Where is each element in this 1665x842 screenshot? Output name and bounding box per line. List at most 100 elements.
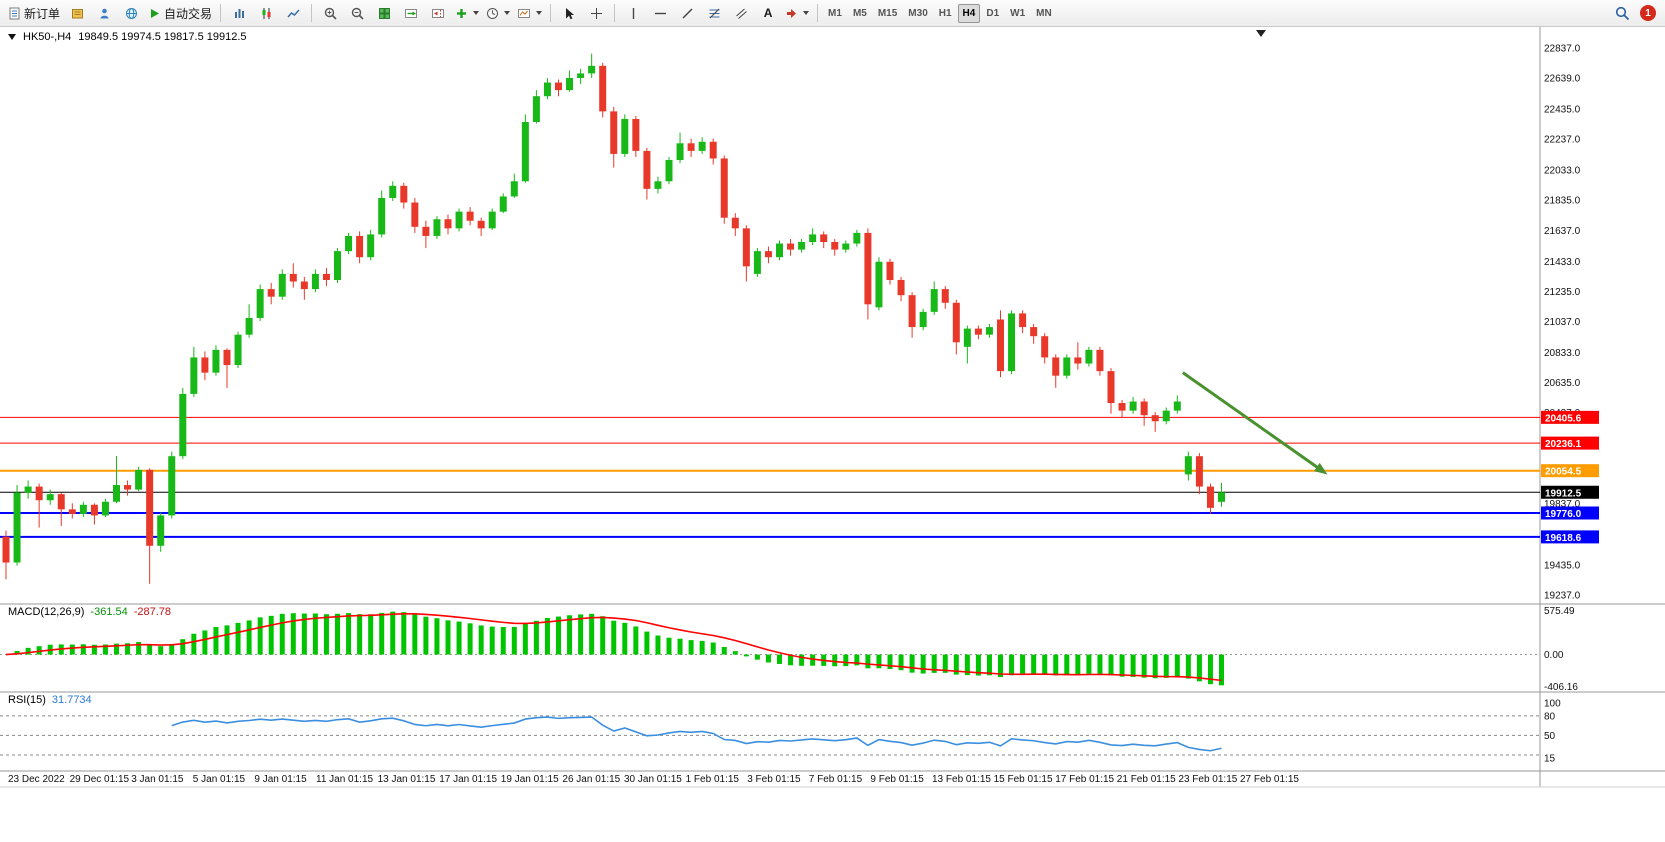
time-axis-label[interactable]: 13 Jan 01:15 [378, 774, 436, 785]
web-terminal-button[interactable] [118, 2, 144, 24]
candle-body [1030, 327, 1038, 337]
time-axis-label[interactable]: 17 Feb 01:15 [1055, 774, 1114, 785]
trend-arrow-line[interactable] [1181, 371, 1322, 472]
time-axis-label[interactable]: 3 Jan 01:15 [131, 774, 184, 785]
candle-body [654, 181, 662, 189]
chevron-down-icon [473, 11, 480, 15]
candle-body [1206, 486, 1214, 508]
candle-body [24, 486, 32, 493]
price-tick-label: 21835.0 [1544, 196, 1581, 207]
candle-body [2, 536, 10, 563]
channel-button[interactable] [728, 2, 754, 24]
candle-body [1107, 371, 1115, 404]
candle-body [1184, 456, 1192, 475]
tile-windows-button[interactable] [371, 2, 397, 24]
fibonacci-button[interactable] [701, 2, 727, 24]
candle-body [809, 234, 817, 243]
timeframe-MN[interactable]: MN [1036, 7, 1052, 19]
chart-shift-icon [432, 8, 445, 18]
trend-arrow-head [1313, 462, 1328, 475]
vertical-line-icon [632, 7, 634, 19]
price-tick-label: 20833.0 [1544, 348, 1581, 359]
line-chart-button[interactable] [280, 2, 306, 24]
timeframe-H1[interactable]: H1 [938, 7, 952, 19]
price-tick-label: 22837.0 [1544, 44, 1581, 55]
time-axis-label[interactable]: 17 Jan 01:15 [439, 774, 497, 785]
time-axis-label[interactable]: 9 Feb 01:15 [870, 774, 924, 785]
time-axis-label[interactable]: 9 Jan 01:15 [254, 774, 307, 785]
time-axis-label[interactable]: 23 Feb 01:15 [1178, 774, 1237, 785]
time-axis-label[interactable]: 11 Jan 01:15 [316, 774, 374, 785]
chart-canvas[interactable]: 22837.0 22639.0 22435.0 22237.0 22033.0 21835… [0, 27, 1665, 842]
horizontal-line-button[interactable] [647, 2, 673, 24]
candle-body [300, 281, 308, 290]
auto-scroll-button[interactable] [398, 2, 424, 24]
time-axis-label[interactable]: 19 Jan 01:15 [501, 774, 559, 785]
new-order-button[interactable]: 新订单 [5, 2, 63, 24]
price-line-badge [1541, 485, 1599, 499]
time-axis-label[interactable]: 21 Feb 01:15 [1117, 774, 1176, 785]
candle-body [1218, 492, 1225, 502]
accounts-button[interactable] [91, 2, 117, 24]
time-axis-label[interactable]: 15 Feb 01:15 [994, 774, 1053, 785]
candle-body [411, 202, 419, 227]
indicators-button[interactable] [452, 2, 482, 24]
chart-shift-button[interactable] [425, 2, 451, 24]
zoom-in-button[interactable] [317, 2, 343, 24]
chart-shift-marker[interactable] [1256, 30, 1266, 37]
timeframe-M5[interactable]: M5 [852, 7, 867, 19]
time-axis-label[interactable]: 5 Jan 01:15 [193, 774, 246, 785]
time-axis-label[interactable]: 29 Dec 01:15 [70, 774, 130, 785]
toolbar-separator [220, 4, 222, 22]
price-tick-label: 21637.0 [1544, 226, 1581, 237]
shapes-button[interactable] [782, 2, 812, 24]
search-button[interactable] [1609, 2, 1635, 24]
trendline-button[interactable] [674, 2, 700, 24]
candle-body [555, 82, 562, 91]
timeframe-M1[interactable]: M1 [828, 7, 842, 19]
price-line-badge-label: 19776.0 [1545, 509, 1582, 520]
candle-body [621, 118, 629, 154]
time-axis-label[interactable]: 13 Feb 01:15 [932, 774, 991, 785]
toolbar-separator [550, 4, 552, 22]
time-axis-label[interactable]: 26 Jan 01:15 [562, 774, 620, 785]
candle-body [997, 319, 1004, 372]
candle-body [930, 289, 938, 312]
horizontal-line-icon [654, 12, 666, 14]
candle-body [234, 334, 242, 366]
cursor-button[interactable] [556, 2, 582, 24]
crosshair-button[interactable] [583, 2, 609, 24]
time-axis-label[interactable]: 1 Feb 01:15 [686, 774, 740, 785]
candle-body [742, 228, 750, 267]
time-axis-label[interactable]: 7 Feb 01:15 [809, 774, 863, 785]
collapse-icon[interactable] [8, 34, 16, 40]
candlestick-chart-button[interactable] [253, 2, 279, 24]
templates-button[interactable] [514, 2, 545, 24]
timeframe-M15[interactable]: M15 [877, 7, 898, 19]
time-axis-label[interactable]: 3 Feb 01:15 [747, 774, 801, 785]
zoom-out-button[interactable] [344, 2, 370, 24]
candle-body [510, 181, 518, 197]
text-tool-button[interactable]: A [755, 2, 781, 24]
market-watch-button[interactable] [64, 2, 90, 24]
candle-body [168, 456, 176, 516]
price-tick-label: 22639.0 [1544, 74, 1581, 85]
time-axis-label[interactable]: 23 Dec 2022 [8, 774, 65, 785]
auto-trading-button[interactable]: 自动交易 [145, 2, 215, 24]
timeframe-W1[interactable]: W1 [1010, 7, 1026, 19]
time-axis-label[interactable]: 27 Feb 01:15 [1240, 774, 1299, 785]
timeframe-D1[interactable]: D1 [986, 7, 1000, 19]
timeframe-M30[interactable]: M30 [908, 7, 928, 19]
toolbar-separator [311, 4, 313, 22]
candle-body [256, 289, 264, 318]
time-axis-label[interactable]: 30 Jan 01:15 [624, 774, 682, 785]
candle-body [1162, 410, 1170, 422]
candle-body [212, 349, 220, 373]
timeframe-H4[interactable]: H4 [957, 3, 981, 23]
candle-body [787, 243, 795, 250]
price-tick-label: 19237.0 [1544, 590, 1581, 601]
bar-chart-button[interactable] [226, 2, 252, 24]
notification-badge[interactable]: 1 [1640, 5, 1656, 21]
periods-button[interactable] [483, 2, 513, 24]
vertical-line-button[interactable] [620, 2, 646, 24]
